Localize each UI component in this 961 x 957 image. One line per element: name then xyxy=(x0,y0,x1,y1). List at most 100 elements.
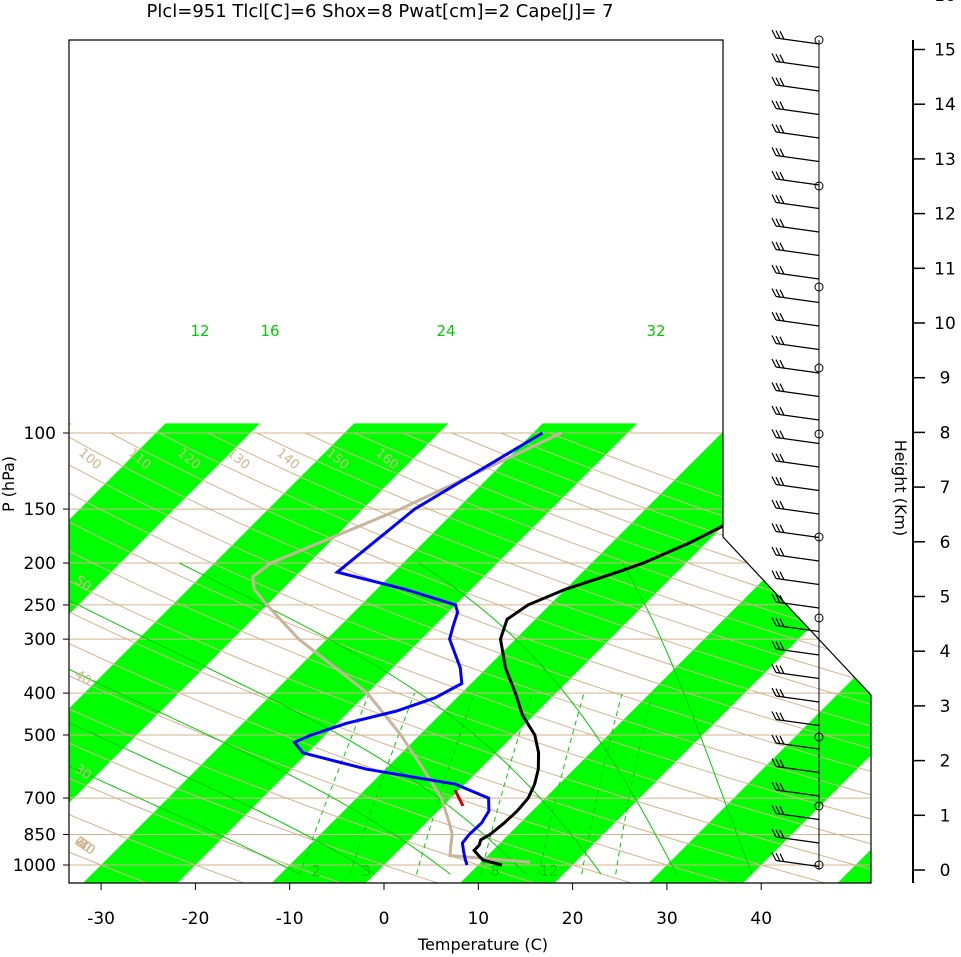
height-axis-title: Height (Km) xyxy=(891,440,910,537)
wind-barb xyxy=(771,546,820,562)
dry-adiabat xyxy=(69,432,871,883)
dry-adiabat xyxy=(69,432,244,883)
wind-barb-feather xyxy=(779,242,785,251)
moist-adiabat-label: 16 xyxy=(260,322,279,340)
wind-barb-feather xyxy=(775,641,781,650)
moist-adiabat xyxy=(418,562,678,875)
wind-barb-feather xyxy=(775,758,781,768)
wind-barb-feather xyxy=(775,688,781,697)
isotherm-label-right: 10 xyxy=(723,118,745,139)
height-tick-label: 10 xyxy=(934,314,956,334)
mixing-ratio-lines xyxy=(299,692,653,875)
pressure-tick-label: 200 xyxy=(24,554,56,574)
wind-barb xyxy=(771,734,820,750)
height-tick-label: 7 xyxy=(940,478,951,498)
wind-calm-marker xyxy=(814,429,824,439)
wind-barb-feather xyxy=(775,852,781,862)
wind-barb-feather xyxy=(771,828,777,838)
wind-barb-shaft xyxy=(775,225,820,233)
isotherm-label-right: -20 xyxy=(798,588,824,612)
wind-barb-feather xyxy=(775,711,781,721)
wind-barb xyxy=(771,523,820,539)
mixing-ratio-line xyxy=(299,692,370,875)
temperature-tick-label: -10 xyxy=(276,909,304,929)
wind-barb-feather xyxy=(775,77,781,86)
wind-barb-feather xyxy=(779,759,785,768)
wind-barb xyxy=(771,570,820,586)
wind-barb-feather xyxy=(779,500,785,510)
wind-barb-feather xyxy=(775,359,781,368)
wind-calm-marker xyxy=(814,363,824,373)
wind-barb-feather xyxy=(775,100,781,110)
height-tick-label: 8 xyxy=(940,423,951,443)
dry-adiabat xyxy=(158,432,871,883)
mixing-ratio-line xyxy=(615,692,653,875)
wind-barb-feather xyxy=(771,617,777,626)
wind-barb-feather xyxy=(775,429,781,439)
wind-barb-shaft xyxy=(775,460,820,468)
wind-barb-feather xyxy=(775,147,781,157)
wind-barb-feather xyxy=(775,782,781,791)
wind-barb-shaft xyxy=(775,554,820,562)
wind-barb xyxy=(771,617,820,633)
isotherm-band xyxy=(69,423,260,883)
isotherm-label-right: 0 xyxy=(723,156,738,173)
wind-barb-shaft xyxy=(775,836,820,844)
wind-barb xyxy=(771,640,820,656)
wind-barb-shaft xyxy=(775,812,820,821)
moist-adiabat-label: 24 xyxy=(436,322,455,340)
wind-barb xyxy=(771,170,820,186)
wind-barb-feather xyxy=(775,406,781,415)
temperature-axis: -30 -20 -10 0 10 20 30 40 xyxy=(87,882,772,929)
wind-barb-feather xyxy=(771,29,777,39)
wind-barb-feather xyxy=(775,523,781,533)
isotherm-label-right: 30 xyxy=(723,50,745,71)
wind-barb-feather xyxy=(775,53,781,63)
wind-barb-shaft xyxy=(775,601,820,609)
dry-adiabat xyxy=(69,432,871,883)
height-tick-label: 1 xyxy=(940,806,951,826)
wind-barb-feather xyxy=(779,359,785,369)
dry-adiabat-label: 90 xyxy=(26,446,48,468)
wind-calm-marker xyxy=(814,532,824,542)
moist-adiabat xyxy=(69,562,451,875)
pressure-axis: 100 150 200 250 300 400 500 700 850 1000 xyxy=(13,40,70,883)
wind-barb-feather xyxy=(771,241,777,250)
wind-barb xyxy=(771,264,820,280)
wind-barb-shaft xyxy=(775,695,820,703)
pressure-tick-label: 500 xyxy=(24,726,56,746)
x-axis-title: Temperature (C) xyxy=(417,935,548,954)
mixing-ratio-label: 3 xyxy=(361,862,371,880)
pressure-tick-label: 150 xyxy=(24,500,56,520)
wind-barb-feather xyxy=(775,382,781,392)
wind-barb xyxy=(771,288,820,304)
wind-barb-shaft xyxy=(775,84,820,92)
wind-barb-feather xyxy=(771,781,777,791)
dry-adiabat xyxy=(69,432,826,883)
wind-barb-feather xyxy=(779,77,785,87)
wind-barb xyxy=(771,593,820,609)
height-tick-label: 12 xyxy=(934,205,956,225)
wind-barb-feather xyxy=(779,218,785,228)
wind-barb-shaft xyxy=(775,742,820,750)
wind-barb-feather xyxy=(771,147,777,156)
moist-adiabat-label: 32 xyxy=(646,322,665,340)
wind-barb-feather xyxy=(779,712,785,721)
wind-barb xyxy=(771,358,820,374)
wind-barb-feather xyxy=(771,805,777,814)
isotherm-band xyxy=(271,423,826,883)
wind-barb xyxy=(771,852,820,868)
wind-barb-feather xyxy=(779,594,785,604)
mixing-ratio-line xyxy=(416,692,475,875)
wind-barb-feather xyxy=(775,805,781,815)
wind-barb-feather xyxy=(779,406,785,416)
wind-barb-shaft xyxy=(775,648,820,656)
dry-adiabat xyxy=(305,432,871,883)
wind-calm-marker xyxy=(814,282,824,292)
dry-adiabat xyxy=(69,432,871,883)
wind-barb-feather xyxy=(779,430,785,439)
wind-barb-feather xyxy=(779,665,785,674)
wind-barb-shaft xyxy=(775,413,820,421)
wind-barb-feather xyxy=(779,641,785,651)
